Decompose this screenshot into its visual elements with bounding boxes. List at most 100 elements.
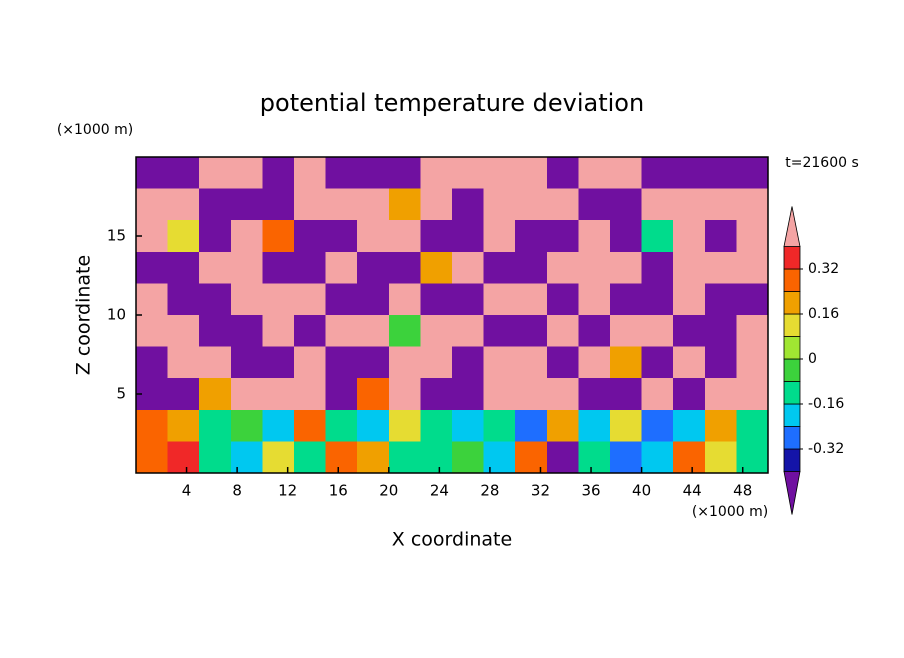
contour-cell (452, 283, 485, 316)
contour-cell (736, 251, 769, 284)
contour-cell (452, 409, 485, 442)
contour-cell (388, 220, 421, 253)
x-tick-label: 44 (683, 482, 702, 500)
contour-cell (704, 251, 737, 284)
contour-cell (704, 378, 737, 411)
contour-cell (294, 409, 327, 442)
contour-cell (704, 188, 737, 221)
colorbar-box (783, 358, 801, 382)
contour-cell (388, 315, 421, 348)
contour-cell (452, 188, 485, 221)
contour-cell (610, 220, 643, 253)
contour-cell (578, 409, 611, 442)
contour-cell (357, 157, 390, 190)
contour-cell (483, 378, 516, 411)
contour-cell (357, 220, 390, 253)
contour-cell (136, 409, 169, 442)
contour-cell (483, 157, 516, 190)
chart-title: potential temperature deviation (260, 89, 644, 117)
colorbar-box (783, 448, 801, 472)
contour-cell (388, 441, 421, 474)
contour-cell (673, 251, 706, 284)
contour-cell (420, 251, 453, 284)
contour-cell (610, 188, 643, 221)
contour-cell (515, 315, 548, 348)
contour-cell (452, 220, 485, 253)
contour-cell (641, 409, 674, 442)
x-tick-label: 4 (182, 482, 192, 500)
contour-cell (578, 251, 611, 284)
contour-cell (136, 346, 169, 379)
colorbar-label: -0.16 (808, 396, 844, 412)
contour-cell (388, 157, 421, 190)
contour-cell (546, 409, 579, 442)
contour-cell (294, 157, 327, 190)
contour-cell (704, 157, 737, 190)
contour-cell (704, 283, 737, 316)
contour-cell (294, 220, 327, 253)
contour-cell (420, 157, 453, 190)
contour-cell (578, 283, 611, 316)
contour-cell (546, 188, 579, 221)
colorbar-box (783, 336, 801, 360)
contour-cell (199, 441, 232, 474)
contour-cell (325, 188, 358, 221)
contour-cell (262, 188, 295, 221)
colorbar-box (783, 403, 801, 427)
contour-cell (420, 409, 453, 442)
contour-cell (199, 220, 232, 253)
contour-cell (388, 188, 421, 221)
contour-cell (673, 409, 706, 442)
contour-cell (515, 409, 548, 442)
x-tick-label: 12 (278, 482, 297, 500)
x-tick-label: 40 (632, 482, 651, 500)
contour-cell (294, 251, 327, 284)
contour-cell (388, 283, 421, 316)
x-tick-label: 28 (480, 482, 499, 500)
contour-cell (578, 157, 611, 190)
contour-cell (167, 157, 200, 190)
contour-cell (483, 220, 516, 253)
contour-cell (641, 188, 674, 221)
contour-cell (546, 157, 579, 190)
contour-cell (136, 283, 169, 316)
contour-cell (736, 315, 769, 348)
contour-cell (325, 409, 358, 442)
contour-cell (641, 283, 674, 316)
contour-cell (578, 220, 611, 253)
contour-cell (230, 378, 263, 411)
contour-cell (578, 315, 611, 348)
colorbar-label: 0.32 (808, 261, 839, 277)
contour-cell (388, 378, 421, 411)
contour-cell (167, 220, 200, 253)
contour-cell (610, 441, 643, 474)
contour-cell (483, 409, 516, 442)
contour-cell (736, 220, 769, 253)
colorbar-triangle (783, 471, 801, 515)
contour-cell (357, 188, 390, 221)
contour-cell (357, 251, 390, 284)
contour-cell (199, 188, 232, 221)
contour-cell (325, 378, 358, 411)
x-tick-label: 36 (581, 482, 600, 500)
contour-cell (388, 251, 421, 284)
contour-cell (452, 251, 485, 284)
contour-cell (136, 251, 169, 284)
contour-cell (515, 378, 548, 411)
contour-cell (294, 283, 327, 316)
contour-cell (736, 157, 769, 190)
contour-cell (230, 409, 263, 442)
contour-cell (736, 409, 769, 442)
time-label: t=21600 s (785, 155, 859, 171)
contour-cell (515, 157, 548, 190)
contour-cell (704, 441, 737, 474)
x-unit: (×1000 m) (692, 504, 768, 520)
contour-cell (452, 157, 485, 190)
contour-cell (420, 220, 453, 253)
x-tick-label: 16 (329, 482, 348, 500)
contour-cell (641, 315, 674, 348)
contour-cell (262, 409, 295, 442)
contour-cell (515, 188, 548, 221)
contour-cell (641, 251, 674, 284)
contour-cell (420, 188, 453, 221)
